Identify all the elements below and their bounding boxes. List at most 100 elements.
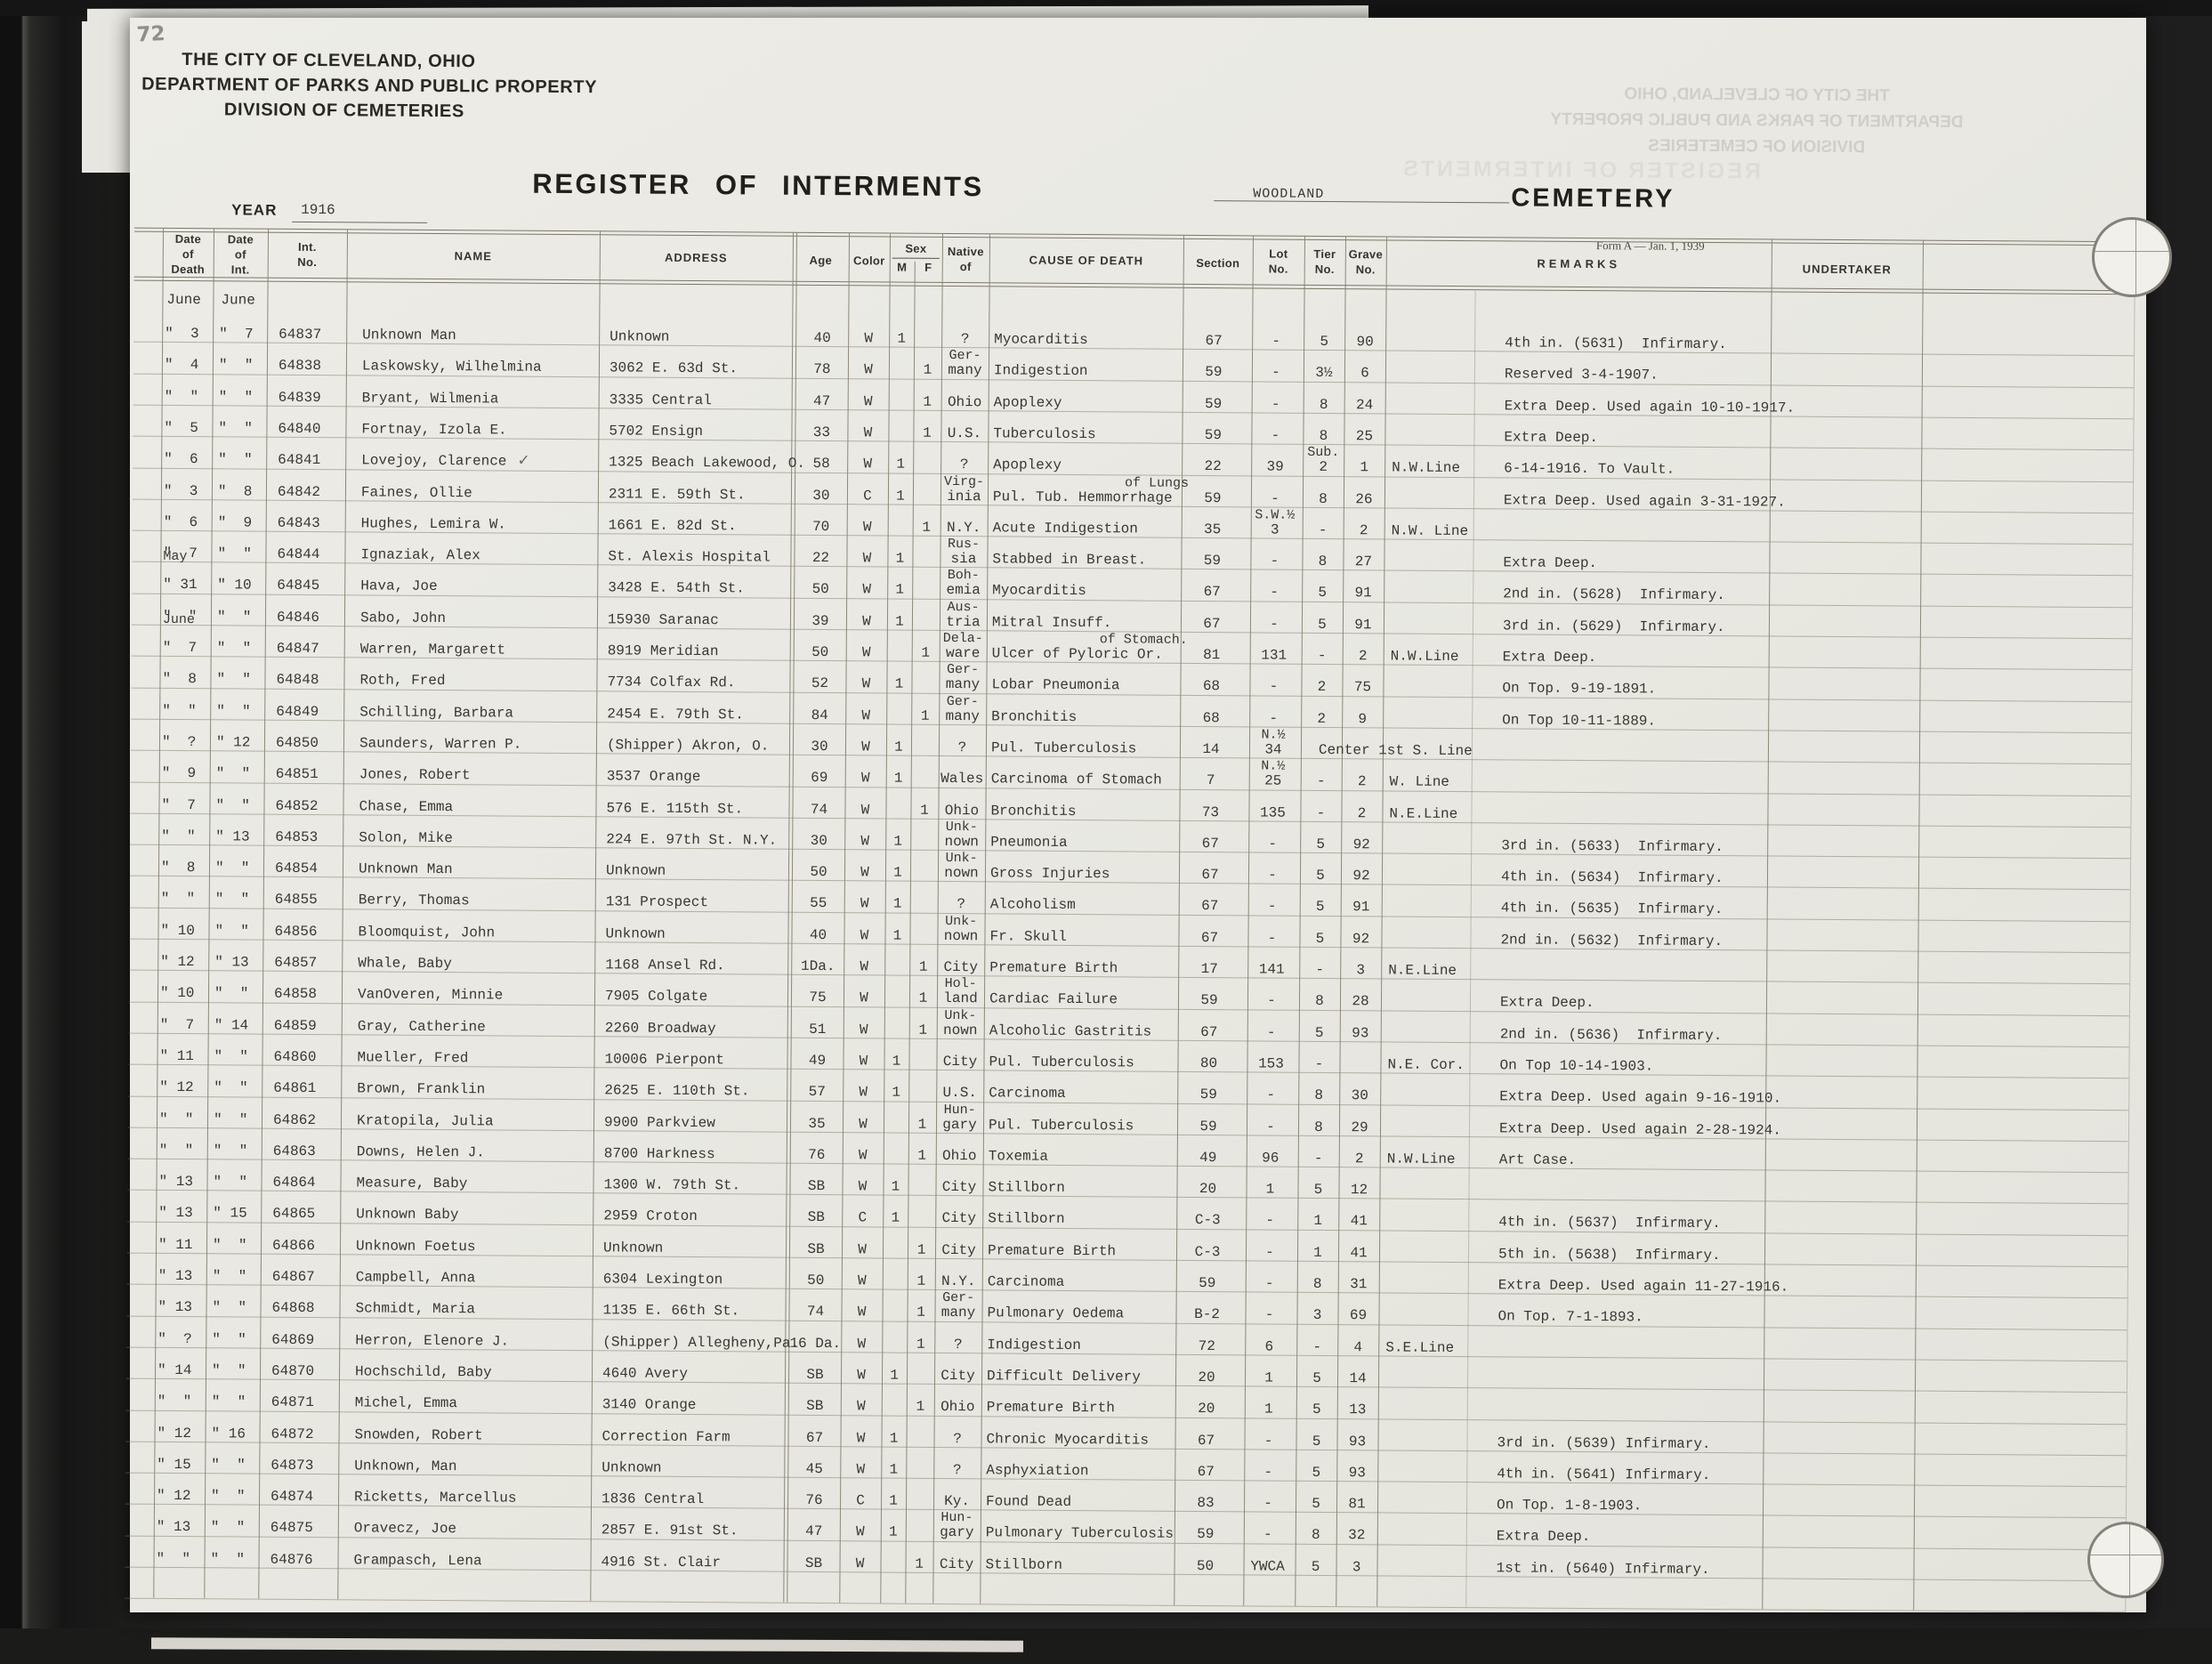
cell-lot-upper: N.½ <box>1261 758 1286 774</box>
cell-di-value: " " <box>214 891 250 908</box>
cell-cause: Tuberculosis <box>993 425 1189 443</box>
cell-rem-value: 4th in. (5634) Infirmary. <box>1500 868 1724 887</box>
cell-color: W <box>840 1524 881 1540</box>
cell-color-value: W <box>862 519 872 536</box>
cell-no: 64867 <box>272 1269 343 1286</box>
cell-cause: Stillborn <box>988 1179 1183 1197</box>
cell-dd-value: " 11 <box>159 1047 194 1064</box>
cell-grave-value: 31 <box>1350 1276 1368 1293</box>
cell-sec-value: 22 <box>1204 458 1222 475</box>
cell-no: 64860 <box>273 1049 344 1066</box>
cell-color-value: W <box>859 1084 868 1101</box>
cell-dd: " 12 <box>160 954 210 970</box>
cell-color-value: C <box>863 487 872 504</box>
cell-dd-value: " 10 <box>159 985 195 1002</box>
cell-name-value: Roth, Fred <box>359 672 446 690</box>
cell-name-value: Michel, Emma <box>354 1394 458 1412</box>
cell-cause-value: Myocarditis <box>992 582 1086 600</box>
cell-addr: 3335 Central <box>610 392 798 408</box>
cell-f-value: 1 <box>917 1116 927 1133</box>
cell-di: " 13 <box>214 954 264 970</box>
cell-age: 69 <box>794 770 845 786</box>
cell-grave-value: 2 <box>1358 648 1368 665</box>
cell-color-value: W <box>860 770 870 787</box>
cell-lot-value: - <box>1270 553 1280 569</box>
cell-di-value: " " <box>212 1236 247 1254</box>
cell-grave: 2 <box>1344 522 1385 538</box>
cell-name-value: Warren, Margarett <box>359 641 506 658</box>
cell-sec: 20 <box>1175 1369 1238 1385</box>
cell-di-value: " 10 <box>217 577 252 594</box>
cell-nat: N.Y. <box>933 1273 984 1289</box>
cell-rem-value: On Top. 9-19-1891. <box>1502 680 1657 698</box>
cell-f-value: 1 <box>916 1398 925 1416</box>
cell-no-value: 64875 <box>270 1520 313 1537</box>
year-label: YEAR <box>231 201 278 219</box>
cell-tier: 5 <box>1296 1401 1337 1418</box>
cell-loc: N.E.Line <box>1388 962 1522 979</box>
cell-lot-value: 25 <box>1264 772 1282 789</box>
cell-rem: Reserved 3-4-1907. <box>1505 367 1812 384</box>
cell-lot: - <box>1248 365 1304 381</box>
cell-dd-value: " ? <box>157 1330 192 1347</box>
cell-tier-value: 8 <box>1319 396 1328 413</box>
cell-lot-value: 96 <box>1262 1150 1280 1167</box>
cell-name: Ignaziak, Alex <box>360 546 601 564</box>
cell-rem: Extra Deep. <box>1503 554 1810 572</box>
cell-f-value: 1 <box>921 644 931 661</box>
cell-lot-value: - <box>1264 1275 1274 1292</box>
cell-age: 49 <box>791 1053 843 1069</box>
cell-lot-value: - <box>1263 1526 1272 1543</box>
cell-di-value: " 16 <box>211 1425 246 1442</box>
cell-nat-upper: Unk- <box>944 1007 977 1023</box>
cell-nat: City <box>933 1179 984 1195</box>
cell-m-value: 1 <box>893 833 903 850</box>
cell-tier-value: 3 <box>1312 1307 1322 1324</box>
cell-age: SB <box>790 1240 842 1257</box>
cell-color: C <box>842 1210 883 1226</box>
cell-tier-value: 5 <box>1315 899 1325 916</box>
cell-m: 1 <box>885 865 910 881</box>
cell-sec-value: 73 <box>1201 804 1220 820</box>
cell-cause: Difficult Delivery <box>987 1368 1183 1385</box>
cell-age-value: 30 <box>812 487 830 504</box>
cell-name: Hava, Joe <box>360 578 601 596</box>
cell-lot-value: - <box>1271 396 1280 413</box>
cell-cause: Alcoholic Gastritis <box>989 1022 1185 1040</box>
cell-nat: Rus-sia <box>938 537 989 567</box>
cell-name-value: Oravecz, Joe <box>353 1520 457 1538</box>
cell-dd-value: " 7 <box>161 796 196 813</box>
cell-name: Schilling, Barbara <box>359 704 600 722</box>
cell-tier: - <box>1301 773 1342 789</box>
cell-addr: 15930 Saranac <box>608 611 796 628</box>
cell-grave: 2 <box>1339 1151 1380 1167</box>
cell-m-value: 1 <box>895 550 905 567</box>
cell-grave-value: 27 <box>1354 553 1373 570</box>
cell-grave-value: 91 <box>1354 585 1372 602</box>
cell-name: Lovejoy, Clarence ✓ <box>361 452 601 471</box>
cell-addr-value: 1300 W. 79th St. <box>603 1176 741 1194</box>
cell-sec: 67 <box>1175 1432 1237 1448</box>
column-header-name: NAME <box>454 249 493 263</box>
cell-sec-value: 14 <box>1202 740 1220 758</box>
cell-grave-value: 25 <box>1355 428 1374 445</box>
cell-grave-value: 24 <box>1356 396 1374 413</box>
cell-nat-value: gary <box>940 1524 974 1541</box>
cell-addr-value: 6304 Lexington <box>602 1271 723 1288</box>
cell-color-value: W <box>863 424 873 441</box>
cell-nat: Dela-ware <box>938 631 989 661</box>
cell-addr-value: 1135 E. 66th St. <box>602 1302 740 1320</box>
cell-di-value: " " <box>218 388 254 406</box>
cell-nat: Hol-land <box>935 976 986 1006</box>
cell-m-value: 1 <box>889 1430 899 1447</box>
cell-nat: ? <box>939 456 989 473</box>
page-number: 72 <box>135 22 166 47</box>
cell-addr-value: St. Alexis Hospital <box>608 548 771 566</box>
cell-di-value: " " <box>210 1550 246 1568</box>
cell-di-value: " " <box>213 1143 248 1159</box>
cell-age: 51 <box>792 1021 844 1038</box>
cell-nat-upper: Virg- <box>943 473 985 489</box>
cell-dd: " 10 <box>160 985 210 1001</box>
cell-cause-value: Carcinoma <box>989 1085 1066 1103</box>
cell-no: 64857 <box>274 955 345 972</box>
